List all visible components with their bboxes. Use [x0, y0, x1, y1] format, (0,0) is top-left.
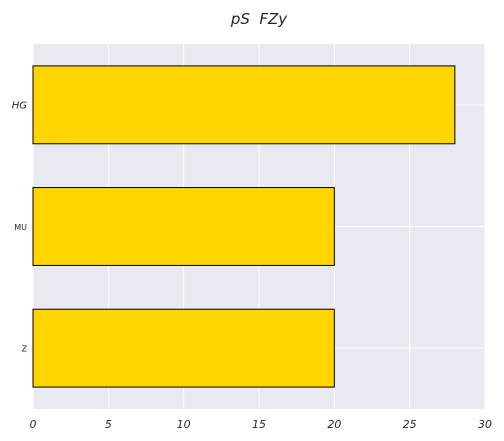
bar-hg: [32, 65, 456, 145]
x-tick-label: 20: [327, 418, 341, 431]
x-tick-label: 10: [177, 418, 191, 431]
y-tick-label: HG: [12, 100, 28, 111]
x-tick-label: 25: [403, 418, 417, 431]
bar-mu: [32, 187, 335, 266]
y-axis-ticks: HG MU Z: [12, 100, 28, 353]
x-axis-ticks: 0 5 10 15 20 25 30: [30, 418, 493, 431]
bar-z: [32, 308, 335, 388]
y-tick-label: MU: [14, 223, 27, 232]
chart-title: pS FZy: [230, 10, 288, 28]
bars: [32, 65, 456, 388]
x-tick-label: 30: [478, 418, 492, 431]
y-tick-label: Z: [22, 345, 28, 354]
x-tick-label: 5: [105, 418, 112, 431]
x-tick-label: 0: [30, 418, 37, 431]
x-tick-label: 15: [252, 418, 266, 431]
